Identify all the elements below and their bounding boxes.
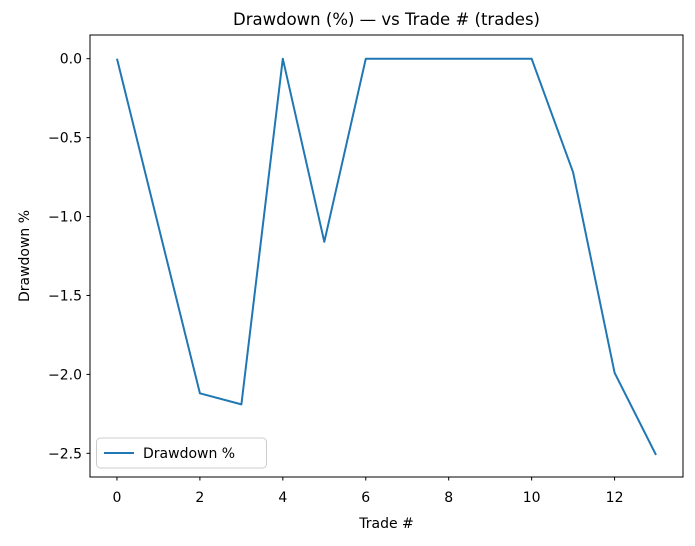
x-tick-label: 2 bbox=[195, 490, 204, 506]
x-tick-label: 12 bbox=[606, 490, 624, 506]
plot-area bbox=[89, 34, 684, 478]
x-tick-label: 8 bbox=[444, 490, 453, 506]
y-tick-label: 0.0 bbox=[60, 52, 82, 68]
y-tick-label: −2.5 bbox=[48, 446, 82, 462]
y-tick-label: −0.5 bbox=[48, 131, 82, 147]
chart-title: Drawdown (%) — vs Trade # (trades) bbox=[233, 10, 540, 29]
y-axis-ticks: 0.0 −0.5 −1.0 −1.5 −2.0 −2.5 bbox=[48, 52, 90, 462]
y-tick-label: −1.5 bbox=[48, 288, 82, 304]
legend-box bbox=[96, 437, 267, 469]
y-axis-label: Drawdown % bbox=[17, 210, 33, 302]
x-tick-label: 6 bbox=[361, 490, 370, 506]
drawdown-line bbox=[116, 57, 657, 456]
x-tick-label: 0 bbox=[112, 490, 121, 506]
x-tick-label: 10 bbox=[523, 490, 541, 506]
x-axis-ticks: 0 2 4 6 8 10 12 bbox=[112, 477, 623, 506]
x-tick-label: 4 bbox=[278, 490, 287, 506]
x-axis-label: Trade # bbox=[358, 516, 414, 532]
legend: Drawdown % bbox=[96, 437, 267, 469]
y-tick-label: −1.0 bbox=[48, 210, 82, 226]
y-tick-label: −2.0 bbox=[48, 367, 82, 383]
legend-label: Drawdown % bbox=[143, 446, 235, 462]
